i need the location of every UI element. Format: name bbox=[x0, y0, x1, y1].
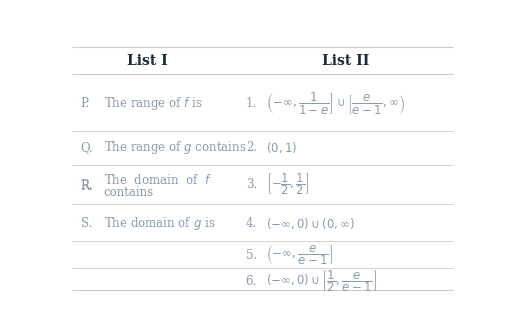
Text: contains: contains bbox=[103, 186, 154, 199]
Text: The range of $f$ is: The range of $f$ is bbox=[103, 95, 202, 112]
Text: Q.: Q. bbox=[81, 141, 93, 154]
Text: $\left(-\infty,\dfrac{1}{1-e}\right]\cup\left[\dfrac{e}{e-1},\infty\right)$: $\left(-\infty,\dfrac{1}{1-e}\right]\cup… bbox=[266, 90, 406, 116]
Text: R.: R. bbox=[81, 180, 93, 193]
Text: The domain of $g$ is: The domain of $g$ is bbox=[103, 215, 215, 232]
Text: The range of $g$ contains: The range of $g$ contains bbox=[103, 139, 246, 156]
Text: $\left(-\infty,\dfrac{e}{e-1}\right]$: $\left(-\infty,\dfrac{e}{e-1}\right]$ bbox=[266, 243, 333, 267]
Text: $(0,1)$: $(0,1)$ bbox=[266, 140, 297, 155]
Text: P.: P. bbox=[81, 97, 90, 110]
Text: S.: S. bbox=[81, 216, 92, 230]
Text: List I: List I bbox=[127, 54, 168, 68]
Text: 5.: 5. bbox=[246, 249, 257, 262]
Text: $(-\infty,0)\cup\left[\dfrac{1}{2},\dfrac{e}{e-1}\right]$: $(-\infty,0)\cup\left[\dfrac{1}{2},\dfra… bbox=[266, 268, 377, 294]
Text: $\left[-\dfrac{1}{2},\dfrac{1}{2}\right]$: $\left[-\dfrac{1}{2},\dfrac{1}{2}\right]… bbox=[266, 171, 310, 197]
Text: 3.: 3. bbox=[246, 178, 257, 191]
Text: R.: R. bbox=[81, 179, 93, 192]
Text: 4.: 4. bbox=[246, 216, 257, 230]
Text: $(-\infty,0)\cup(0,\infty)$: $(-\infty,0)\cup(0,\infty)$ bbox=[266, 215, 355, 231]
Text: 1.: 1. bbox=[246, 97, 257, 110]
Text: The  domain  of  $f$: The domain of $f$ bbox=[103, 173, 211, 187]
Text: List II: List II bbox=[322, 54, 370, 68]
Text: 6.: 6. bbox=[246, 275, 257, 288]
Text: 2.: 2. bbox=[246, 141, 257, 154]
